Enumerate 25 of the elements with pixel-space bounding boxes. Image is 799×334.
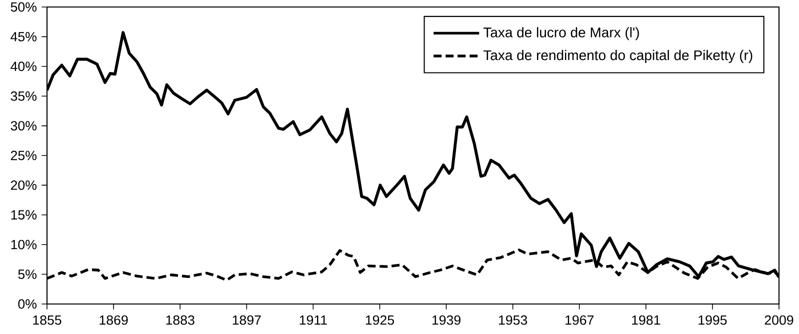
- x-tick-label: 1995: [698, 315, 727, 325]
- x-tick-label: 1897: [232, 315, 261, 325]
- y-tick-label: 10%: [11, 240, 37, 250]
- x-tick-label: 1925: [366, 315, 394, 325]
- x-tick-label: 1883: [166, 315, 194, 325]
- legend-label: Taxa de lucro de Marx (l'): [483, 27, 639, 40]
- x-tick-label: 1981: [632, 315, 660, 325]
- y-tick-label: 45%: [10, 32, 37, 42]
- x-tick-label: 1911: [300, 315, 327, 325]
- x-tick-label: 2009: [764, 315, 794, 325]
- x-tick-label: 1869: [100, 315, 128, 325]
- y-tick-label: 30%: [10, 121, 37, 131]
- y-tick-label: 25%: [10, 150, 37, 160]
- x-tick-label: 1967: [566, 315, 594, 325]
- x-tick-label: 1855: [33, 315, 62, 325]
- y-tick-label: 50%: [10, 2, 37, 12]
- y-tick-label: 35%: [10, 91, 37, 101]
- y-tick-label: 20%: [10, 180, 37, 190]
- x-tick-label: 1939: [432, 315, 460, 325]
- y-tick-label: 40%: [10, 62, 37, 72]
- y-tick-label: 0%: [18, 299, 37, 309]
- y-tick-label: 5%: [18, 270, 37, 279]
- x-tick-label: 1953: [499, 315, 528, 325]
- legend-label: Taxa de rendimento do capital de Piketty (r): [483, 50, 752, 63]
- y-tick-label: 15%: [11, 210, 37, 220]
